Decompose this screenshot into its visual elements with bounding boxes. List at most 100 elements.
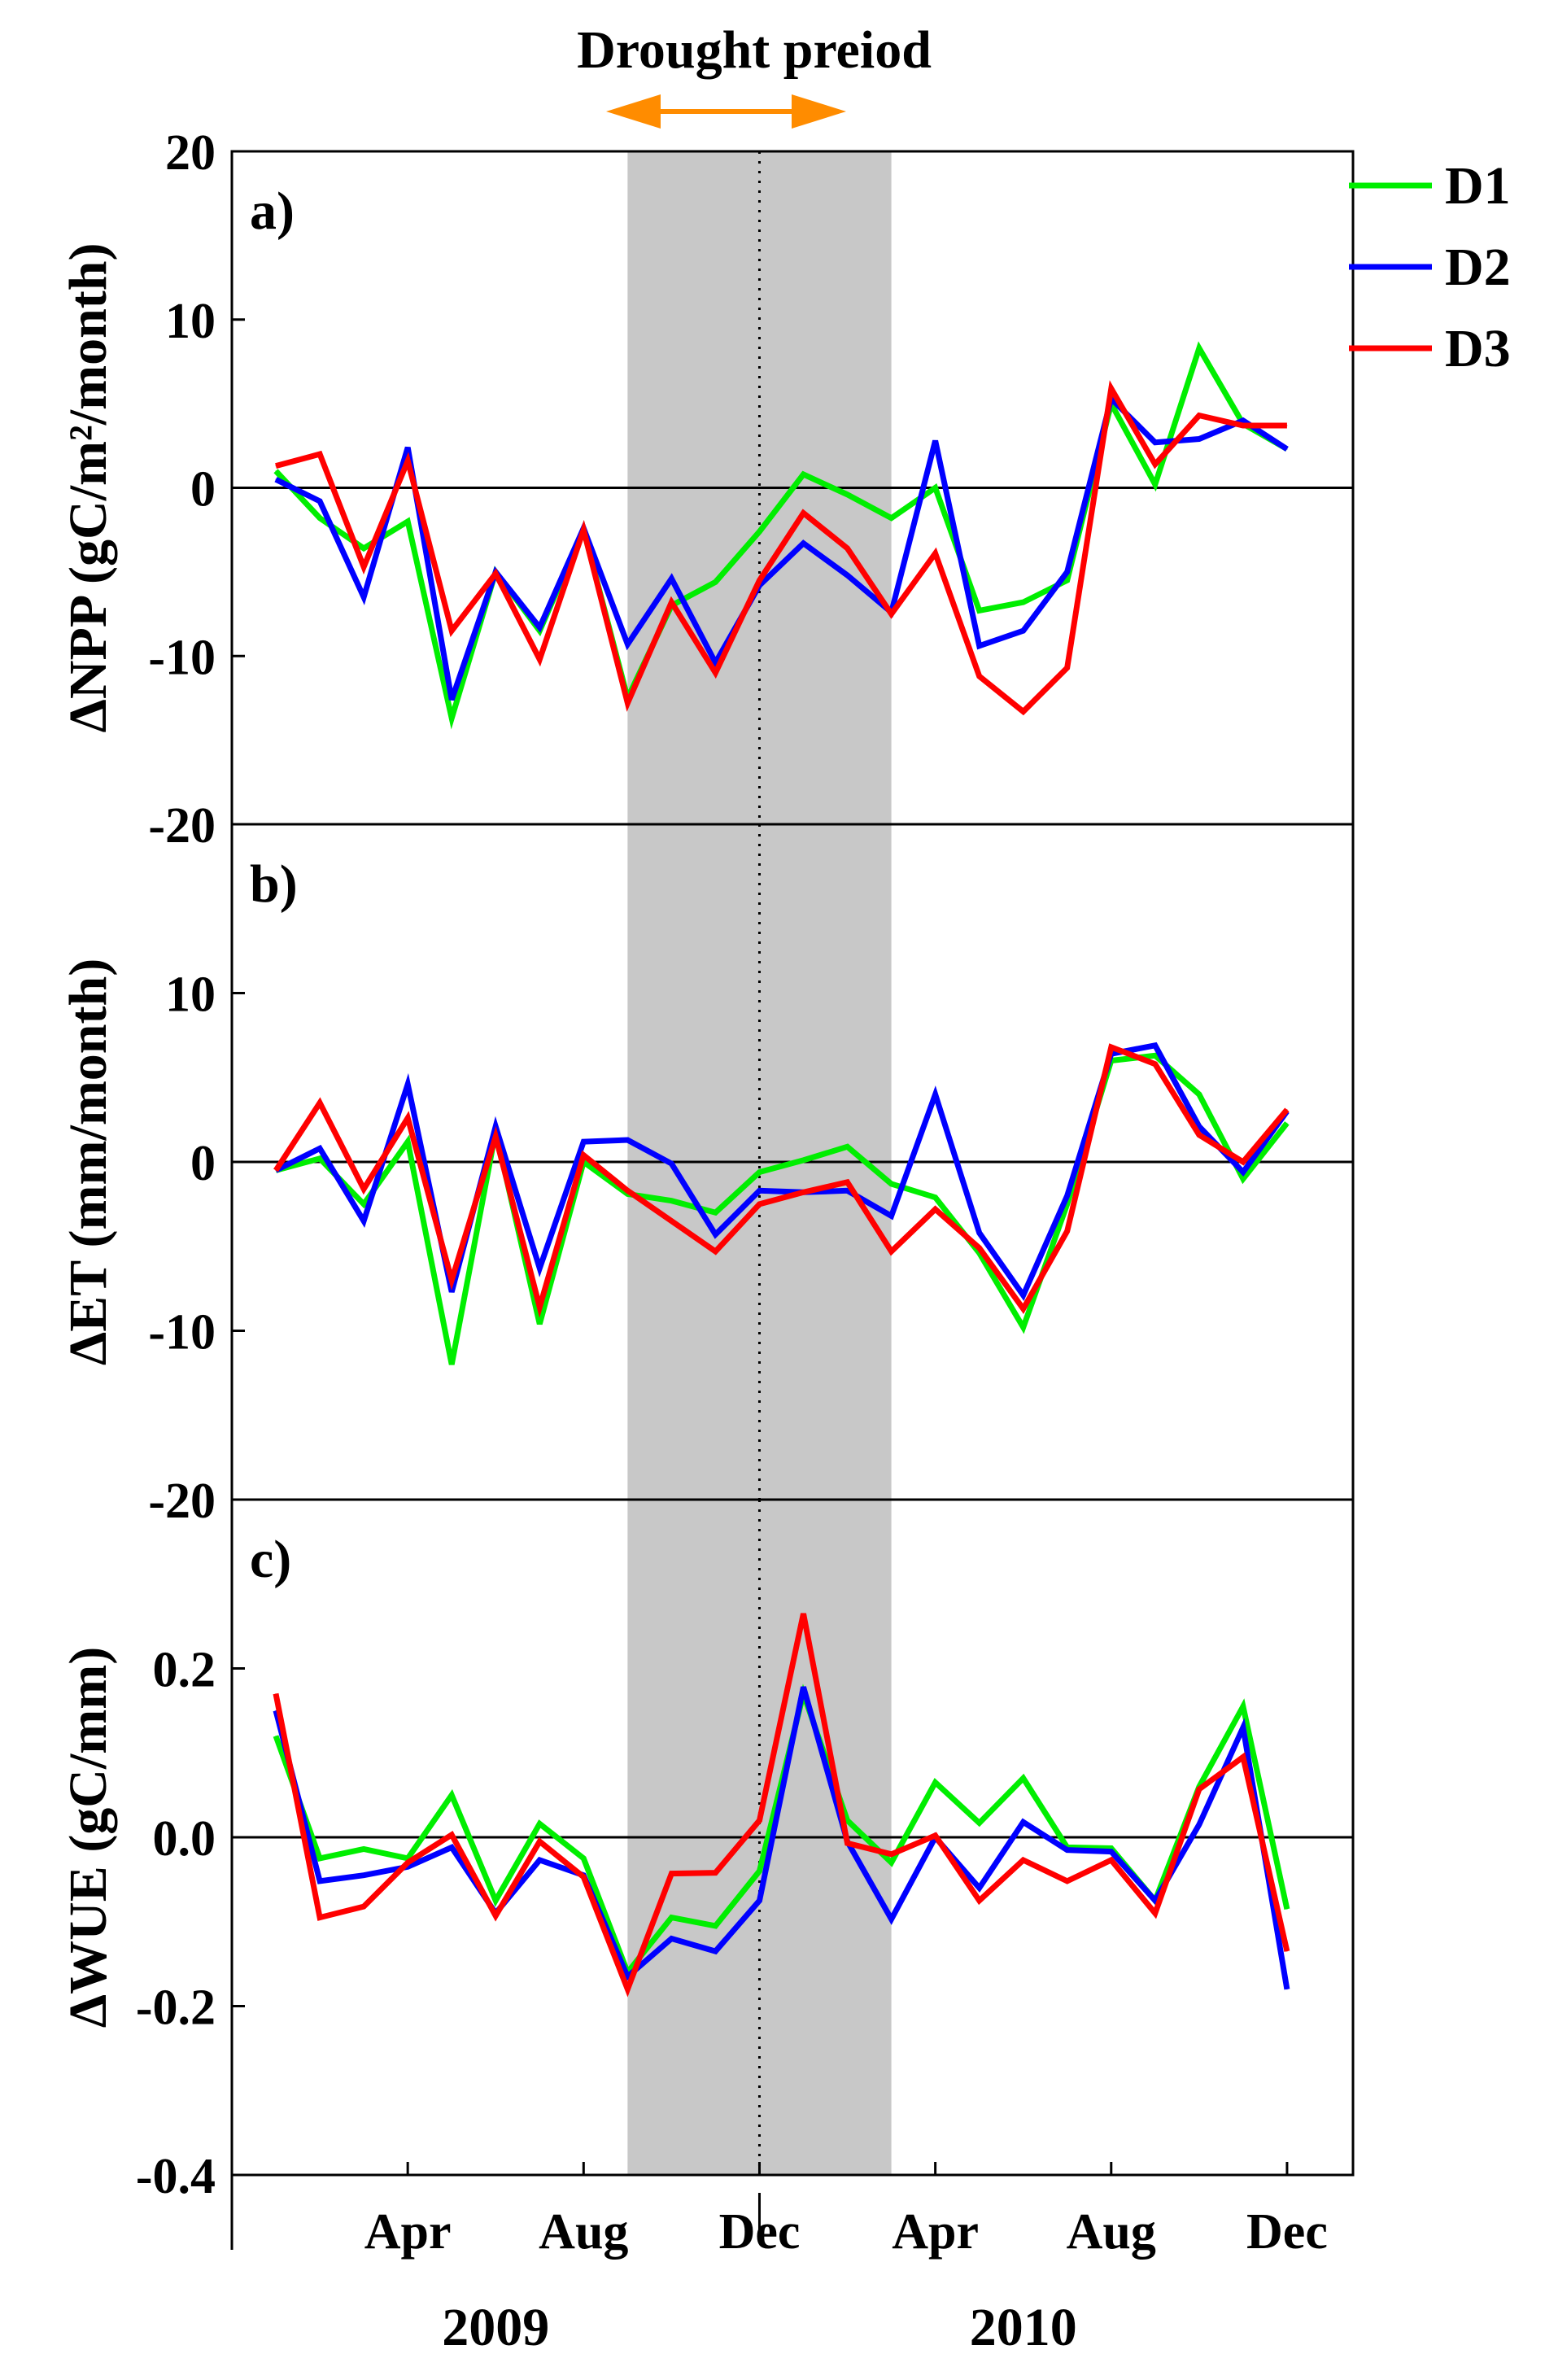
data-point-d3 bbox=[319, 453, 321, 455]
data-point-d1 bbox=[891, 1183, 893, 1185]
series-line-d1 bbox=[275, 1052, 1290, 1365]
data-point-d1 bbox=[935, 1782, 936, 1784]
y-tick-label: 0.0 bbox=[153, 1811, 216, 1867]
data-point-d1 bbox=[847, 494, 849, 496]
data-point-d3 bbox=[714, 672, 716, 674]
x-tick-label: Apr bbox=[892, 2204, 979, 2260]
data-point-d3 bbox=[979, 1900, 980, 1902]
data-point-d3 bbox=[319, 1917, 321, 1919]
year-label: 2009 bbox=[442, 2298, 549, 2357]
series-line-d3 bbox=[273, 1043, 1290, 1318]
data-point-d3 bbox=[1154, 1063, 1156, 1065]
data-point-d3 bbox=[495, 1915, 496, 1916]
series-line-d3 bbox=[275, 380, 1287, 716]
panel-label: b) bbox=[250, 854, 298, 914]
y-tick-label: 20 bbox=[165, 125, 216, 181]
data-point-d2 bbox=[626, 1976, 628, 1977]
data-point-d2 bbox=[319, 1147, 321, 1149]
y-tick-label: 0 bbox=[190, 1136, 216, 1191]
data-point-d2 bbox=[1154, 442, 1156, 443]
data-point-d2 bbox=[979, 1887, 980, 1889]
data-point-d1 bbox=[847, 1146, 849, 1147]
legend-label-d2: D2 bbox=[1445, 238, 1511, 297]
y-axis-label: ΔET (mm/month) bbox=[59, 959, 118, 1365]
data-point-d3 bbox=[670, 1873, 672, 1875]
data-point-d2 bbox=[758, 1190, 760, 1191]
data-point-d2 bbox=[275, 1710, 277, 1711]
data-point-d2 bbox=[1154, 1045, 1156, 1046]
y-tick-label: -0.2 bbox=[136, 1980, 216, 2036]
data-point-d3 bbox=[626, 702, 628, 704]
y-tick-label: 0.2 bbox=[153, 1643, 216, 1698]
x-tick-label: Apr bbox=[364, 2204, 452, 2260]
data-point-d2 bbox=[847, 574, 849, 576]
data-point-d3 bbox=[979, 675, 980, 677]
x-tick-label: Dec bbox=[1246, 2204, 1328, 2260]
data-point-d1 bbox=[1198, 347, 1200, 349]
data-point-d3 bbox=[275, 465, 277, 467]
data-point-d3 bbox=[626, 1190, 628, 1191]
data-point-d3 bbox=[1198, 415, 1200, 417]
data-point-d1 bbox=[275, 470, 277, 472]
data-point-d1 bbox=[1242, 1178, 1244, 1180]
data-point-d3 bbox=[758, 1203, 760, 1205]
data-point-d3 bbox=[847, 1181, 849, 1183]
data-point-d2 bbox=[714, 1950, 716, 1952]
data-point-d1 bbox=[1286, 1122, 1288, 1124]
data-point-d2 bbox=[539, 1268, 540, 1269]
y-tick-label: -20 bbox=[148, 798, 216, 854]
data-point-d3 bbox=[935, 552, 936, 554]
data-point-d3 bbox=[275, 1169, 277, 1171]
data-point-d3 bbox=[1198, 1788, 1200, 1790]
y-tick-label: 10 bbox=[165, 294, 216, 349]
data-point-d2 bbox=[847, 1190, 849, 1191]
legend-label-d1: D1 bbox=[1445, 156, 1511, 216]
data-point-d3 bbox=[1286, 1950, 1288, 1952]
data-point-d2 bbox=[1198, 1125, 1200, 1127]
data-point-d3 bbox=[670, 601, 672, 603]
data-point-d3 bbox=[275, 1693, 277, 1695]
data-point-d2 bbox=[319, 500, 321, 502]
data-point-d3 bbox=[979, 1247, 980, 1249]
data-point-d3 bbox=[935, 1835, 936, 1836]
data-point-d3 bbox=[1154, 1912, 1156, 1914]
data-point-d2 bbox=[714, 662, 716, 664]
drought-period-arrow bbox=[606, 94, 846, 129]
data-point-d3 bbox=[539, 1841, 540, 1842]
data-point-d1 bbox=[891, 517, 893, 519]
data-point-d1 bbox=[1242, 1705, 1244, 1707]
year-label: 2010 bbox=[970, 2298, 1077, 2357]
data-point-d1 bbox=[539, 1323, 540, 1325]
data-point-d3 bbox=[1242, 1161, 1244, 1163]
data-point-d2 bbox=[803, 543, 805, 544]
data-point-d3 bbox=[847, 1842, 849, 1844]
data-point-d2 bbox=[935, 440, 936, 442]
data-point-d2 bbox=[803, 1686, 805, 1688]
data-point-d1 bbox=[847, 1819, 849, 1821]
data-point-d2 bbox=[979, 645, 980, 647]
data-point-d1 bbox=[714, 581, 716, 583]
data-point-d1 bbox=[1198, 1094, 1200, 1095]
data-point-d2 bbox=[1198, 1823, 1200, 1825]
data-point-d1 bbox=[758, 1171, 760, 1173]
data-point-d1 bbox=[1154, 483, 1156, 485]
legend-label-d3: D3 bbox=[1445, 319, 1511, 378]
data-point-d1 bbox=[935, 1197, 936, 1199]
data-point-d2 bbox=[670, 1938, 672, 1939]
data-point-d2 bbox=[979, 1232, 980, 1234]
data-point-d3 bbox=[583, 529, 584, 531]
y-axis-label: ΔWUE (gC/mm) bbox=[59, 1647, 118, 2028]
data-point-d3 bbox=[758, 1819, 760, 1821]
y-tick-label: -10 bbox=[148, 630, 216, 685]
data-point-d1 bbox=[495, 1900, 496, 1902]
panel-label: c) bbox=[250, 1530, 291, 1589]
data-point-d1 bbox=[803, 1159, 805, 1161]
data-point-d2 bbox=[1154, 1900, 1156, 1902]
data-point-d1 bbox=[539, 1823, 540, 1824]
data-point-d3 bbox=[583, 1876, 584, 1878]
data-point-d2 bbox=[1242, 1727, 1244, 1728]
data-point-d1 bbox=[714, 1212, 716, 1213]
drought-period-label: Drought preiod bbox=[577, 20, 932, 80]
data-point-d3 bbox=[935, 1208, 936, 1210]
